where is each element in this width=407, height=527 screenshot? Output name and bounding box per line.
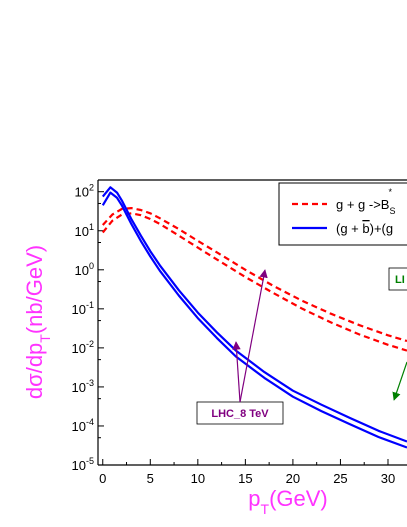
annotation-lhc8: LHC_8 TeV: [196, 269, 284, 425]
series-line-3: [101, 186, 407, 443]
annotation-green-label: LI: [395, 274, 405, 286]
legend: g + g ->BS* (g + b)+(g: [278, 182, 407, 246]
annotation-green: LI: [388, 267, 407, 401]
annotation-lhc8-arrow-2: [239, 269, 268, 403]
y-tick-label: 101: [75, 222, 94, 239]
legend-label-dashed: g + g ->BS*: [336, 187, 396, 216]
annotation-lhc8-label: LHC_8 TeV: [211, 408, 269, 420]
series-line-4: [101, 191, 407, 449]
x-tick-label: 25: [333, 471, 347, 486]
y-tick-label: 102: [75, 183, 94, 200]
y-tick-label: 100: [75, 261, 94, 278]
y-tick-label: 10-5: [72, 456, 94, 473]
annotation-lhc8-arrow-1: [232, 341, 241, 403]
series-line-1: [101, 207, 407, 343]
y-tick-label: 10-1: [72, 300, 94, 317]
x-tick-label: 15: [238, 471, 252, 486]
legend-box: [278, 182, 407, 246]
x-tick-label: 20: [286, 471, 300, 486]
legend-label-solid: (g + b)+(g: [336, 221, 393, 236]
y-tick-label: 10-4: [72, 417, 94, 434]
y-tick-label: 10-3: [72, 378, 94, 395]
x-tick-label: 10: [191, 471, 205, 486]
y-tick-label: 10-2: [72, 339, 94, 356]
x-axis-title: pT(GeV): [248, 486, 328, 517]
x-tick-label: 30: [381, 471, 395, 486]
y-axis-title: dσ/dpT(nb/GeV): [22, 245, 53, 399]
annotation-green-box: [388, 267, 407, 291]
x-tick-label: 0: [99, 471, 106, 486]
series-layer: [101, 186, 407, 449]
annotation-green-arrow: [392, 361, 407, 401]
axis-ticks: 0 5 10 15 20 25 30 10-5 10-4 10-3 10-2 10-1 100 101 10…: [72, 183, 396, 486]
x-tick-label: 5: [147, 471, 154, 486]
